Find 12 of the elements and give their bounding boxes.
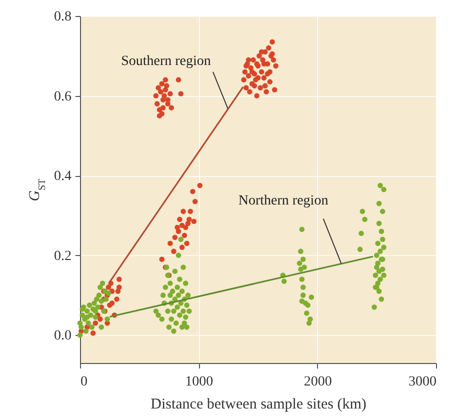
x-tick-label: 0 <box>80 374 88 390</box>
y-tick-label: 0.4 <box>54 169 72 184</box>
y-tick-label: 0.0 <box>54 328 72 344</box>
x-tick-label: 3000 <box>408 374 436 390</box>
y-tick-label: 0.6 <box>54 89 72 104</box>
annotation: Northern region <box>238 194 328 209</box>
x-tick-label: 2000 <box>304 374 332 390</box>
x-axis-title: Distance between sample sites (km) <box>150 396 366 412</box>
y-tick-label: 0.8 <box>54 10 72 24</box>
x-tick-label: 1000 <box>185 374 214 390</box>
y-tick-label: 0.2 <box>54 248 72 264</box>
annotation: Southern region <box>121 54 211 69</box>
